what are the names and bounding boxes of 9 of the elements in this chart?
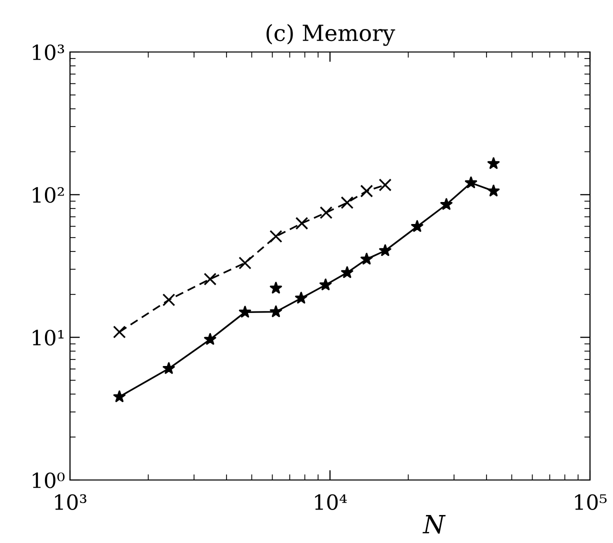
x-tick-label: 10⁵ — [575, 494, 607, 510]
x-axis-title: N — [422, 515, 446, 534]
y-tick-label: 10¹ — [32, 330, 64, 346]
chart-title: (c) Memory — [266, 24, 396, 46]
y-tick-label: 10² — [32, 187, 64, 203]
y-tick-label: 10⁰ — [32, 472, 65, 488]
x-tick-label: 10⁴ — [315, 494, 347, 510]
y-tick-label: 10³ — [32, 44, 64, 60]
x-tick-label: 10³ — [55, 494, 86, 510]
